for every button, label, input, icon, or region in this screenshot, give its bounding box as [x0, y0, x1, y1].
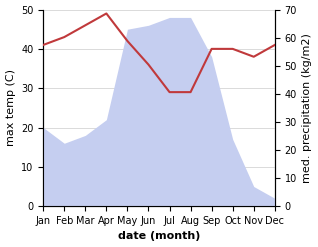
Y-axis label: max temp (C): max temp (C): [5, 69, 16, 146]
X-axis label: date (month): date (month): [118, 231, 200, 242]
Y-axis label: med. precipitation (kg/m2): med. precipitation (kg/m2): [302, 33, 313, 183]
